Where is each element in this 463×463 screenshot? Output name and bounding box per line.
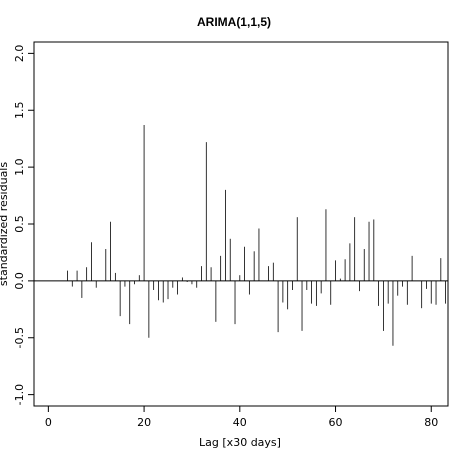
plot-frame <box>33 41 449 407</box>
bar-series <box>67 125 447 346</box>
y-tick-label: 1.0 <box>13 158 26 176</box>
x-tick-label: 80 <box>424 416 438 429</box>
x-tick-label: 60 <box>329 416 343 429</box>
y-tick-label: 0.0 <box>13 272 26 290</box>
y-axis: -1.0 -0.5 0.0 0.5 1.0 1.5 2.0 <box>13 45 34 405</box>
chart-title: ARIMA(1,1,5) <box>197 15 271 29</box>
y-tick-label: 2.0 <box>13 45 26 63</box>
y-tick-label: 0.5 <box>13 215 26 233</box>
x-axis-label: Lag [x30 days] <box>199 436 281 449</box>
y-axis-label: standardized residuals <box>0 162 10 286</box>
x-tick-label: 20 <box>137 416 151 429</box>
x-tick-label: 40 <box>233 416 247 429</box>
x-tick-label: 0 <box>45 416 52 429</box>
y-tick-label: 1.5 <box>13 102 26 120</box>
y-tick-label: -0.5 <box>13 327 26 348</box>
x-axis: 0 20 40 60 80 <box>45 406 438 429</box>
y-tick-label: -1.0 <box>13 384 26 405</box>
